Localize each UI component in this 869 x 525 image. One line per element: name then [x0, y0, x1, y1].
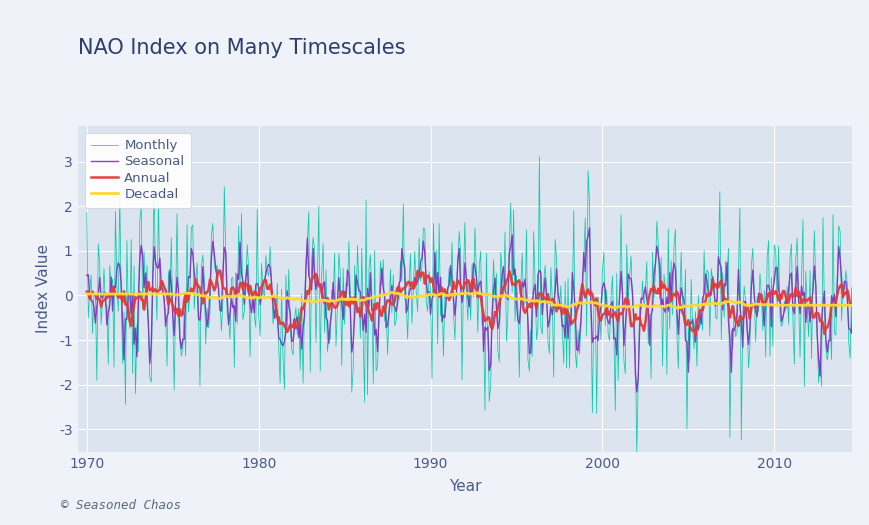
Decadal — [751, 301, 761, 307]
Annual — [751, 304, 761, 311]
Line: Seasonal: Seasonal — [87, 228, 859, 392]
Seasonal — [772, 265, 782, 271]
Decadal — [124, 291, 135, 297]
Annual — [124, 318, 135, 324]
Decadal — [628, 303, 639, 310]
Monthly — [124, 326, 135, 332]
Decadal — [772, 302, 782, 308]
Monthly — [751, 339, 761, 345]
Line: Decadal: Decadal — [87, 292, 859, 308]
Annual — [82, 288, 92, 295]
Monthly — [772, 303, 782, 310]
Decadal — [673, 305, 684, 311]
Seasonal — [853, 314, 864, 321]
Monthly — [672, 331, 682, 338]
Decadal — [82, 291, 92, 297]
Y-axis label: Index Value: Index Value — [36, 244, 50, 333]
Monthly — [550, 236, 561, 243]
Seasonal — [584, 225, 594, 231]
Seasonal — [124, 290, 135, 297]
Annual — [628, 319, 639, 325]
Seasonal — [632, 389, 642, 395]
X-axis label: Year: Year — [448, 479, 481, 495]
Line: Annual: Annual — [87, 270, 859, 335]
Decadal — [670, 304, 680, 310]
Line: Monthly: Monthly — [87, 157, 859, 453]
Annual — [550, 302, 561, 308]
Monthly — [632, 449, 642, 456]
Legend: Monthly, Seasonal, Annual, Decadal: Monthly, Seasonal, Annual, Decadal — [85, 133, 191, 208]
Seasonal — [751, 308, 761, 314]
Annual — [214, 267, 224, 274]
Text: NAO Index on Many Timescales: NAO Index on Many Timescales — [78, 38, 406, 58]
Monthly — [853, 308, 864, 314]
Seasonal — [628, 320, 639, 326]
Annual — [690, 332, 700, 338]
Annual — [670, 292, 680, 299]
Monthly — [628, 313, 639, 320]
Annual — [772, 291, 782, 298]
Decadal — [853, 302, 864, 308]
Seasonal — [82, 272, 92, 278]
Monthly — [534, 154, 545, 160]
Monthly — [82, 209, 92, 216]
Text: © Seasoned Chaos: © Seasoned Chaos — [61, 499, 181, 512]
Annual — [853, 302, 864, 308]
Decadal — [550, 302, 561, 308]
Decadal — [387, 289, 397, 296]
Seasonal — [548, 302, 559, 309]
Seasonal — [672, 308, 682, 314]
